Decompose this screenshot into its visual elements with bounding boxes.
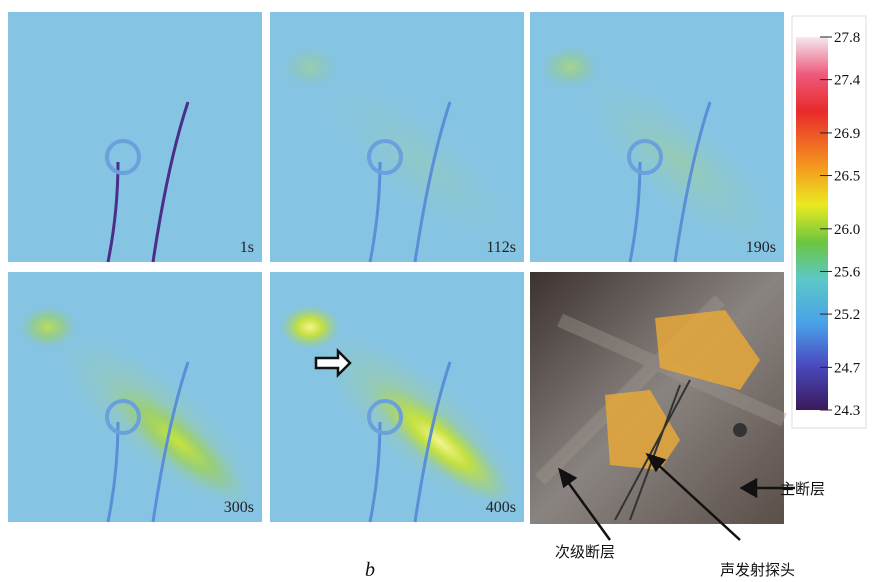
label-secondary-fault: 次级断层: [555, 543, 615, 561]
colorbar-tick-label: 27.4: [834, 73, 861, 89]
panel-time: 190s: [746, 239, 776, 256]
colorbar-tick-label: 25.6: [834, 264, 861, 280]
colorbar-tick-label: 26.9: [834, 126, 860, 142]
colorbar-tick-label: 25.2: [834, 307, 860, 323]
figure: 1s 112s 190s 300s 400s 主断层 次级断层 声发射探头 b 27.8…: [0, 0, 873, 582]
warm-zone: [540, 45, 600, 89]
thermal-panel: 190s: [530, 12, 809, 280]
caption: b: [365, 559, 375, 581]
colorbar-gradient: [796, 37, 828, 410]
colorbar-tick-label: 26.0: [834, 222, 860, 238]
panel-time: 1s: [240, 239, 254, 256]
colorbar-tick-label: 27.8: [834, 30, 860, 46]
label-main-fault: 主断层: [780, 480, 825, 498]
warm-zone: [280, 305, 340, 349]
warm-zone: [18, 305, 78, 349]
warm-zone: [280, 45, 340, 89]
thermal-panel: 112s: [270, 12, 549, 280]
colorbar-tick-label: 24.3: [834, 403, 860, 419]
label-probe: 声发射探头: [720, 561, 795, 579]
colorbar-tick-label: 24.7: [834, 360, 861, 376]
thermal-panel: 400s: [270, 272, 549, 540]
panel-time: 112s: [486, 239, 516, 256]
panel-time: 300s: [224, 499, 254, 516]
thermal-panel: 300s: [8, 272, 287, 540]
thermal-panel: 1s: [8, 12, 262, 262]
panel-time: 400s: [486, 499, 516, 516]
panel-bg: [8, 12, 262, 262]
colorbar-tick-label: 26.5: [834, 169, 860, 185]
